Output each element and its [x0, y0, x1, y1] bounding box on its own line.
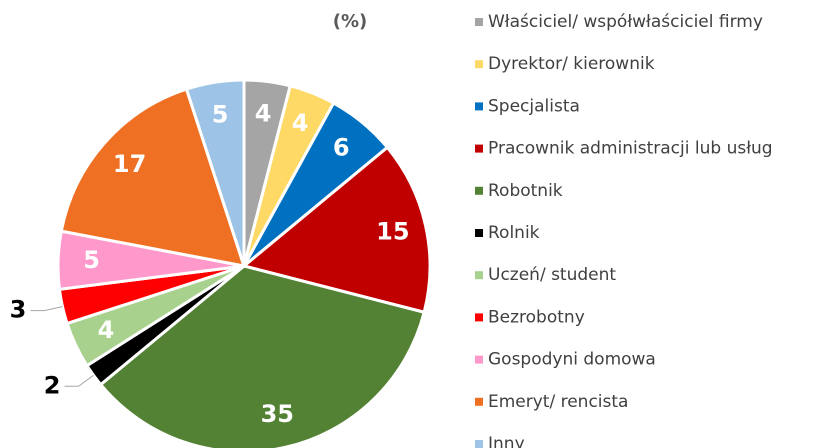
legend-label: Właściciel/ współwłaściciel firmy	[488, 12, 763, 32]
legend-label: Bezrobotny	[488, 307, 585, 327]
legend-label: Dyrektor/ kierownik	[488, 54, 655, 74]
legend-swatch	[475, 60, 483, 69]
legend-label: Inny	[488, 434, 525, 448]
legend-label: Rolnik	[488, 223, 540, 243]
legend-swatch	[475, 440, 483, 448]
legend-label: Emeryt/ rencista	[488, 392, 628, 412]
legend-swatch	[475, 229, 483, 237]
pie-slice	[184, 78, 246, 267]
data-label: 4	[98, 316, 115, 344]
legend-swatch	[475, 271, 483, 280]
legend-swatch	[475, 397, 483, 406]
pie-slice	[59, 87, 247, 268]
legend-label: Specjalista	[488, 96, 580, 116]
legend-label: Uczeń/ student	[488, 265, 616, 285]
leader-line	[64, 374, 94, 387]
data-label: 2	[44, 371, 61, 399]
chart-title: (%)	[333, 11, 368, 32]
legend-swatch	[475, 144, 483, 153]
data-label: 4	[255, 100, 272, 128]
pie-slice	[240, 145, 432, 315]
leader-line	[30, 306, 63, 312]
data-label: 15	[376, 218, 409, 246]
data-label: 5	[212, 100, 229, 128]
data-label: 17	[113, 150, 146, 178]
legend-swatch	[475, 186, 483, 195]
legend-label: Robotnik	[488, 181, 563, 201]
legend-label: Pracownik administracji lub usług	[488, 139, 773, 159]
data-label: 4	[292, 109, 309, 137]
data-label: 5	[83, 246, 100, 274]
legend-swatch	[475, 313, 483, 322]
data-label: 3	[10, 296, 27, 324]
legend-label: Gospodyni domowa	[488, 350, 656, 370]
legend-swatch	[475, 355, 483, 364]
data-label: 6	[333, 133, 350, 161]
legend-swatch	[475, 18, 483, 26]
legend-swatch	[475, 102, 483, 111]
data-label: 35	[261, 400, 294, 428]
